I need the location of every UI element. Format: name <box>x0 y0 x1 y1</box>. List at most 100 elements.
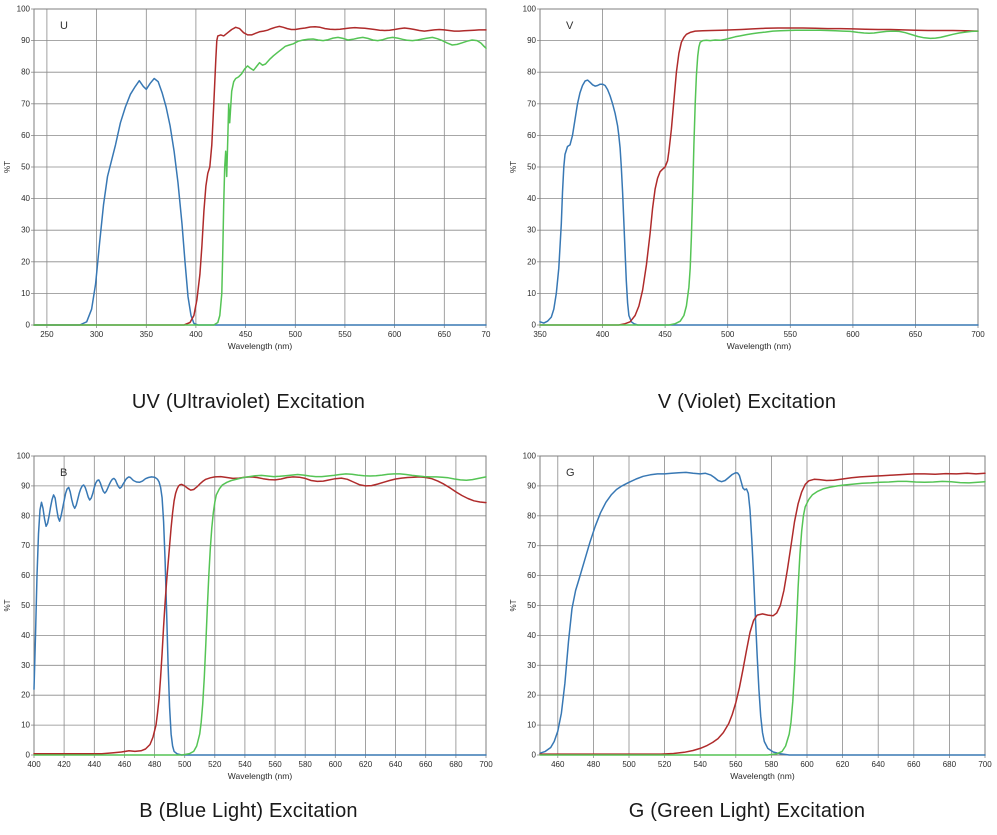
y-tick-label: 70 <box>527 541 536 550</box>
y-tick-label: 40 <box>527 631 536 640</box>
x-tick-label: 400 <box>27 760 41 769</box>
x-tick-label: 480 <box>587 760 601 769</box>
series-emission-filter-green <box>539 480 986 756</box>
y-tick-label: 50 <box>527 601 536 610</box>
x-tick-label: 600 <box>329 760 343 769</box>
y-tick-label: 100 <box>523 452 537 461</box>
chart-panel-violet: 350 400 450 500 550 600 650 700 0 10 20 30 40 50 60 70 8… <box>497 0 997 357</box>
y-tick-label: 10 <box>527 289 536 298</box>
chart-panel-blue: 400 420 440 460 480 500 520 540 560 580 600 620 640 6… <box>0 447 497 787</box>
x-tick-label: 550 <box>338 330 352 339</box>
series-excitation-filter-blue <box>33 77 487 326</box>
y-tick-label: 80 <box>527 68 536 77</box>
y-tick-label: 40 <box>527 194 536 203</box>
y-axis-title: %T <box>510 161 518 173</box>
x-tick-label: 560 <box>268 760 282 769</box>
y-tick-label: 30 <box>527 226 536 235</box>
x-tick-label: 500 <box>289 330 303 339</box>
y-axis-title: %T <box>4 599 12 611</box>
x-tick-label: 500 <box>178 760 192 769</box>
x-tick-label: 350 <box>533 330 547 339</box>
y-tick-label: 0 <box>532 751 537 760</box>
y-tick-label: 100 <box>523 5 537 14</box>
x-tick-label: 700 <box>971 330 985 339</box>
x-tick-label: 500 <box>721 330 735 339</box>
y-tick-label: 90 <box>21 36 30 45</box>
x-tick-label: 700 <box>978 760 992 769</box>
y-tick-label: 80 <box>527 511 536 520</box>
y-tick-label: 50 <box>21 163 30 172</box>
y-tick-label: 20 <box>527 257 536 266</box>
x-tick-label: 550 <box>784 330 798 339</box>
series-dichroic-mirror-red <box>539 472 986 755</box>
caption-cell-blue: B (Blue Light) Excitation <box>0 787 497 835</box>
x-tick-label: 540 <box>694 760 708 769</box>
x-tick-label: 680 <box>943 760 957 769</box>
y-tick-label: 60 <box>527 571 536 580</box>
series-dichroic-mirror-red <box>539 27 979 326</box>
caption-violet-excitation: V (Violet) Excitation <box>657 390 837 413</box>
series-excitation-filter-blue <box>539 79 979 326</box>
y-axis-title: %T <box>4 161 12 173</box>
chart-canvas-green: 460 480 500 520 540 560 580 600 620 640 660 680 700 0… <box>509 452 992 782</box>
x-tick-label: 660 <box>907 760 921 769</box>
caption-cell-uv: UV (Ultraviolet) Excitation <box>0 357 497 447</box>
y-tick-label: 0 <box>26 321 31 330</box>
series-excitation-filter-blue <box>33 476 487 756</box>
caption-cell-violet: V (Violet) Excitation <box>497 357 997 447</box>
y-tick-label: 60 <box>21 571 30 580</box>
y-tick-label: 70 <box>527 99 536 108</box>
y-tick-label: 30 <box>21 226 30 235</box>
x-tick-label: 700 <box>479 760 493 769</box>
y-tick-label: 10 <box>21 289 30 298</box>
x-tick-label: 400 <box>189 330 203 339</box>
series-dichroic-mirror-red <box>33 475 487 755</box>
chart-corner-label: U <box>60 20 68 32</box>
chart-corner-label: B <box>60 467 67 479</box>
y-tick-label: 90 <box>527 481 536 490</box>
chart-corner-label: V <box>566 20 574 32</box>
x-tick-label: 650 <box>438 330 452 339</box>
x-tick-label: 460 <box>551 760 565 769</box>
x-tick-label: 500 <box>622 760 636 769</box>
x-tick-label: 520 <box>658 760 672 769</box>
chart-canvas-violet: 350 400 450 500 550 600 650 700 0 10 20 30 40 50 60 70 8… <box>509 5 985 352</box>
x-axis-title: Wavelength (nm) <box>727 341 792 351</box>
y-tick-label: 70 <box>21 541 30 550</box>
y-tick-label: 70 <box>21 99 30 108</box>
caption-cell-green: G (Green Light) Excitation <box>497 787 997 835</box>
y-tick-label: 20 <box>21 691 30 700</box>
y-tick-label: 10 <box>527 721 536 730</box>
x-tick-label: 580 <box>765 760 779 769</box>
series-emission-filter-green <box>33 473 487 756</box>
x-tick-label: 250 <box>40 330 54 339</box>
chart-corner-label: G <box>566 467 575 479</box>
x-axis-title: Wavelength (nm) <box>228 341 293 351</box>
x-tick-label: 440 <box>88 760 102 769</box>
y-tick-label: 50 <box>527 163 536 172</box>
y-tick-label: 40 <box>21 194 30 203</box>
caption-green-excitation: G (Green Light) Excitation <box>628 799 866 822</box>
y-tick-label: 100 <box>17 452 31 461</box>
y-tick-label: 10 <box>21 721 30 730</box>
y-tick-label: 20 <box>21 257 30 266</box>
caption-blue-excitation: B (Blue Light) Excitation <box>139 799 358 822</box>
x-tick-label: 70 <box>482 330 491 339</box>
x-tick-label: 400 <box>596 330 610 339</box>
x-tick-label: 580 <box>299 760 313 769</box>
x-tick-label: 660 <box>419 760 433 769</box>
x-tick-label: 420 <box>57 760 71 769</box>
x-tick-label: 650 <box>909 330 923 339</box>
y-tick-label: 20 <box>527 691 536 700</box>
y-tick-label: 30 <box>527 661 536 670</box>
y-tick-label: 80 <box>21 511 30 520</box>
y-tick-label: 0 <box>532 321 537 330</box>
series-emission-filter-green <box>539 29 979 326</box>
x-axis-title: Wavelength (nm) <box>730 771 795 781</box>
x-tick-label: 680 <box>449 760 463 769</box>
y-tick-label: 60 <box>527 131 536 140</box>
y-tick-label: 40 <box>21 631 30 640</box>
x-tick-label: 300 <box>90 330 104 339</box>
x-tick-label: 640 <box>389 760 403 769</box>
